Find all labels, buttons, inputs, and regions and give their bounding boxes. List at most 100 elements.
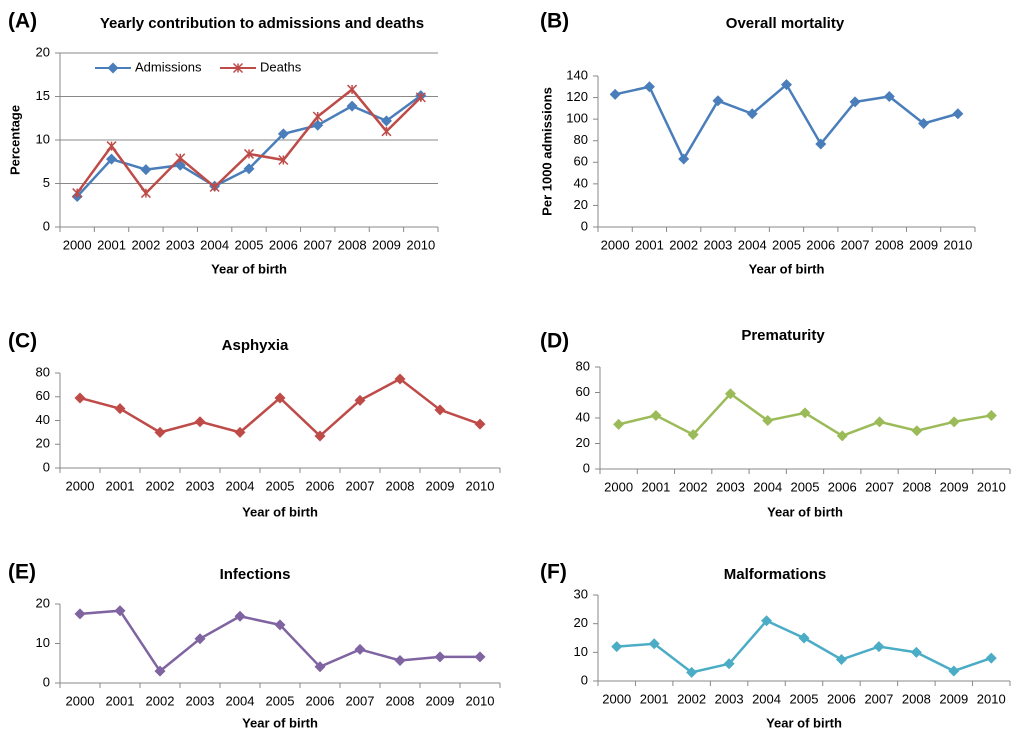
marker xyxy=(799,407,811,419)
y-tick-label: 80 xyxy=(574,132,588,147)
marker xyxy=(835,654,847,665)
y-tick-label: 0 xyxy=(581,672,588,687)
y-tick-label: 0 xyxy=(583,460,590,475)
x-tick-label: 2003 xyxy=(715,691,744,706)
marker xyxy=(194,633,206,645)
y-tick-label: 10 xyxy=(36,131,50,146)
marker xyxy=(611,641,623,653)
marker xyxy=(724,388,736,400)
y-tick-label: 5 xyxy=(43,175,50,190)
marker xyxy=(948,416,960,428)
y-tick-label: 20 xyxy=(36,436,50,451)
marker xyxy=(648,638,660,650)
marker xyxy=(883,90,895,102)
marker xyxy=(154,426,166,438)
x-axis-label: Year of birth xyxy=(242,715,318,730)
y-tick-label: 140 xyxy=(566,67,588,82)
panel-label: (D) xyxy=(540,330,569,353)
x-tick-label: 2001 xyxy=(635,237,664,252)
legend-label: Deaths xyxy=(260,59,302,74)
x-tick-label: 2001 xyxy=(640,691,669,706)
x-axis-label: Year of birth xyxy=(242,504,318,519)
x-tick-label: 2005 xyxy=(266,478,295,493)
x-tick-label: 2004 xyxy=(753,479,782,494)
x-tick-label: 2009 xyxy=(426,693,455,708)
marker xyxy=(613,418,625,430)
y-tick-label: 20 xyxy=(576,435,590,450)
y-tick-label: 60 xyxy=(36,388,50,403)
x-tick-label: 2009 xyxy=(939,691,968,706)
x-tick-label: 2000 xyxy=(66,478,95,493)
marker xyxy=(911,425,923,437)
marker xyxy=(918,117,930,129)
series-line xyxy=(79,377,481,438)
marker xyxy=(74,392,86,404)
marker xyxy=(114,605,126,617)
y-tick-label: 10 xyxy=(574,644,588,659)
marker xyxy=(746,108,758,120)
chart-title: Yearly contribution to admissions and de… xyxy=(100,15,424,32)
panel-label: (A) xyxy=(8,10,37,33)
marker xyxy=(312,111,323,122)
y-tick-label: 20 xyxy=(36,595,50,610)
chart-title: Asphyxia xyxy=(222,337,289,354)
y-tick-label: 10 xyxy=(36,635,50,650)
x-tick-label: 2010 xyxy=(466,478,495,493)
y-tick-label: 40 xyxy=(574,175,588,190)
x-tick-label: 2007 xyxy=(841,237,870,252)
x-tick-label: 2008 xyxy=(386,478,415,493)
chart-title: Malformations xyxy=(724,566,827,583)
marker xyxy=(474,651,486,663)
x-tick-label: 2002 xyxy=(677,691,706,706)
x-tick-label: 2006 xyxy=(828,479,857,494)
marker xyxy=(106,153,118,165)
x-tick-label: 2004 xyxy=(738,237,767,252)
y-tick-label: 80 xyxy=(36,364,50,379)
x-tick-label: 2004 xyxy=(200,237,229,252)
x-tick-label: 2010 xyxy=(943,237,972,252)
marker xyxy=(781,79,792,91)
panel-label: (F) xyxy=(540,561,567,584)
y-axis-label: Percentage xyxy=(7,105,22,175)
x-tick-label: 2010 xyxy=(977,479,1006,494)
x-tick-label: 2008 xyxy=(902,479,931,494)
marker xyxy=(243,163,255,175)
x-tick-label: 2006 xyxy=(306,693,335,708)
x-tick-label: 2003 xyxy=(186,693,215,708)
marker xyxy=(687,429,699,441)
marker xyxy=(175,153,186,164)
marker xyxy=(72,188,83,199)
marker xyxy=(106,141,117,152)
x-tick-label: 2003 xyxy=(166,237,195,252)
x-tick-label: 2010 xyxy=(466,693,495,708)
chart-title: Infections xyxy=(220,566,291,583)
y-tick-label: 15 xyxy=(36,88,50,103)
x-tick-label: 2007 xyxy=(346,478,375,493)
marker xyxy=(140,164,152,176)
marker xyxy=(985,652,997,664)
x-tick-label: 2009 xyxy=(940,479,969,494)
x-tick-label: 2009 xyxy=(372,237,401,252)
marker xyxy=(312,119,324,131)
marker xyxy=(836,430,848,442)
marker xyxy=(107,62,119,74)
x-tick-label: 2007 xyxy=(346,693,375,708)
marker xyxy=(678,153,690,165)
marker xyxy=(761,615,773,627)
x-tick-label: 2001 xyxy=(106,693,135,708)
series-line xyxy=(616,619,992,674)
y-tick-label: 40 xyxy=(576,409,590,424)
x-tick-label: 2005 xyxy=(790,691,819,706)
x-tick-label: 2008 xyxy=(875,237,904,252)
x-axis-label: Year of birth xyxy=(749,261,825,276)
marker xyxy=(381,126,392,137)
y-tick-label: 60 xyxy=(574,154,588,169)
marker xyxy=(277,128,289,140)
x-tick-label: 2007 xyxy=(864,691,893,706)
x-tick-label: 2007 xyxy=(865,479,894,494)
x-tick-label: 2010 xyxy=(406,237,435,252)
marker xyxy=(873,641,885,653)
y-tick-label: 80 xyxy=(576,358,590,373)
y-tick-label: 0 xyxy=(43,218,50,233)
marker xyxy=(650,409,662,421)
